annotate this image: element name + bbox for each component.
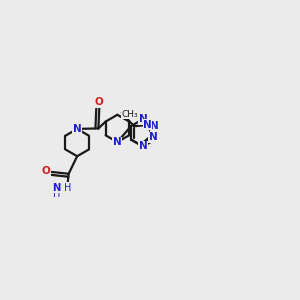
Text: N: N — [150, 121, 159, 131]
Text: N: N — [139, 142, 147, 152]
Text: O: O — [95, 97, 104, 107]
Text: CH₃: CH₃ — [122, 110, 138, 119]
Text: N: N — [149, 132, 158, 142]
Text: N: N — [113, 137, 122, 147]
Text: N: N — [143, 120, 152, 130]
Text: N: N — [73, 124, 82, 134]
Text: N: N — [52, 183, 61, 193]
Text: H: H — [53, 189, 60, 199]
Text: N: N — [139, 114, 147, 124]
Text: H: H — [64, 183, 71, 193]
Text: O: O — [41, 166, 50, 176]
